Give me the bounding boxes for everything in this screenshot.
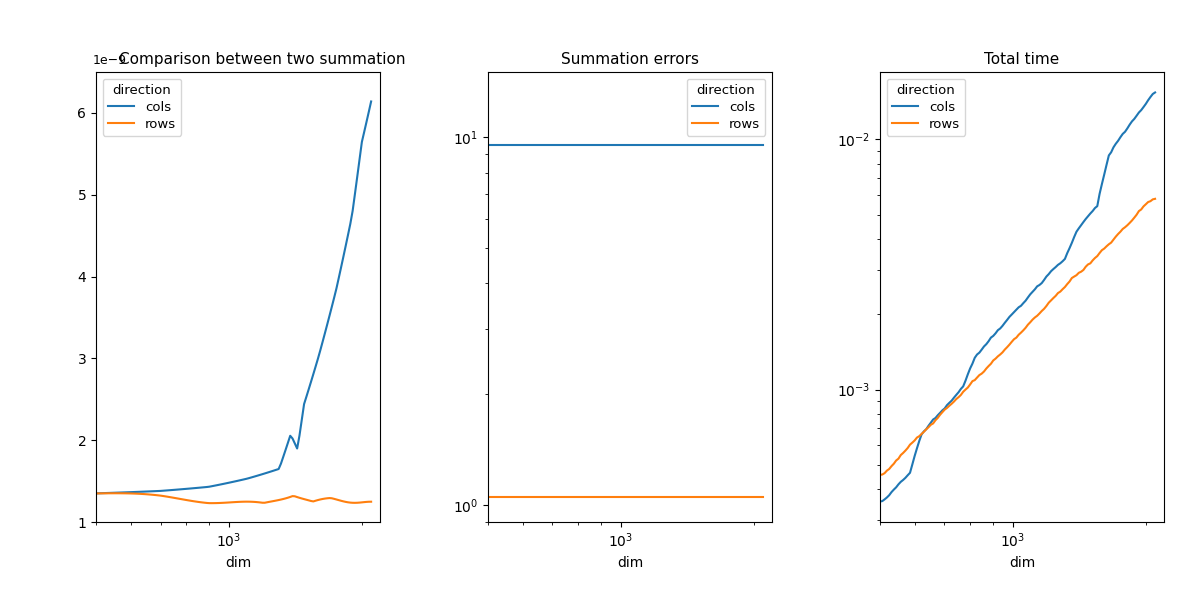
cols <box>163 487 178 494</box>
rows <box>1148 195 1163 202</box>
rows <box>283 493 298 500</box>
rows <box>359 498 373 505</box>
cols <box>1090 203 1104 210</box>
X-axis label: dim: dim <box>617 556 643 570</box>
rows <box>204 500 218 507</box>
cols <box>1025 288 1039 295</box>
X-axis label: dim: dim <box>224 556 251 570</box>
X-axis label: dim: dim <box>1009 556 1036 570</box>
Line: cols: cols <box>96 101 371 493</box>
cols <box>930 412 944 419</box>
cols <box>872 498 887 505</box>
rows <box>311 496 325 503</box>
cols <box>1148 89 1163 96</box>
Line: rows: rows <box>96 493 371 503</box>
Title: Total time: Total time <box>984 52 1060 67</box>
cols <box>539 142 553 149</box>
rows <box>930 415 944 422</box>
Legend: cols, rows: cols, rows <box>102 79 181 136</box>
Line: rows: rows <box>880 199 1156 475</box>
cols <box>306 371 320 378</box>
cols <box>746 142 761 149</box>
cols <box>634 142 648 149</box>
rows <box>1025 316 1039 323</box>
rows <box>246 498 260 505</box>
cols <box>1062 245 1076 252</box>
cols <box>278 446 293 454</box>
cols <box>146 488 161 495</box>
Legend: cols, rows: cols, rows <box>887 79 965 136</box>
rows <box>698 494 713 501</box>
rows <box>756 494 770 501</box>
cols <box>241 475 256 482</box>
rows <box>109 490 124 497</box>
Legend: cols, rows: cols, rows <box>686 79 766 136</box>
cols <box>481 142 496 149</box>
rows <box>481 494 496 501</box>
rows <box>554 494 569 501</box>
rows <box>1090 253 1104 260</box>
rows <box>364 498 378 505</box>
rows <box>166 494 180 501</box>
cols <box>364 98 378 105</box>
rows <box>746 494 761 501</box>
rows <box>539 494 553 501</box>
rows <box>1139 200 1153 208</box>
Text: 1e−9: 1e−9 <box>94 55 127 67</box>
cols <box>756 142 770 149</box>
cols <box>1139 100 1153 107</box>
rows <box>947 398 961 405</box>
rows <box>1062 278 1076 285</box>
rows <box>89 490 103 497</box>
cols <box>671 142 685 149</box>
Title: Summation errors: Summation errors <box>562 52 700 67</box>
cols <box>89 490 103 497</box>
cols <box>554 142 569 149</box>
rows <box>872 471 887 478</box>
rows <box>634 494 648 501</box>
cols <box>947 394 961 401</box>
rows <box>671 494 685 501</box>
cols <box>698 142 713 149</box>
cols <box>355 139 370 146</box>
Line: cols: cols <box>880 92 1156 502</box>
rows <box>149 491 163 499</box>
Text: Comparison between two summation: Comparison between two summation <box>119 52 406 67</box>
